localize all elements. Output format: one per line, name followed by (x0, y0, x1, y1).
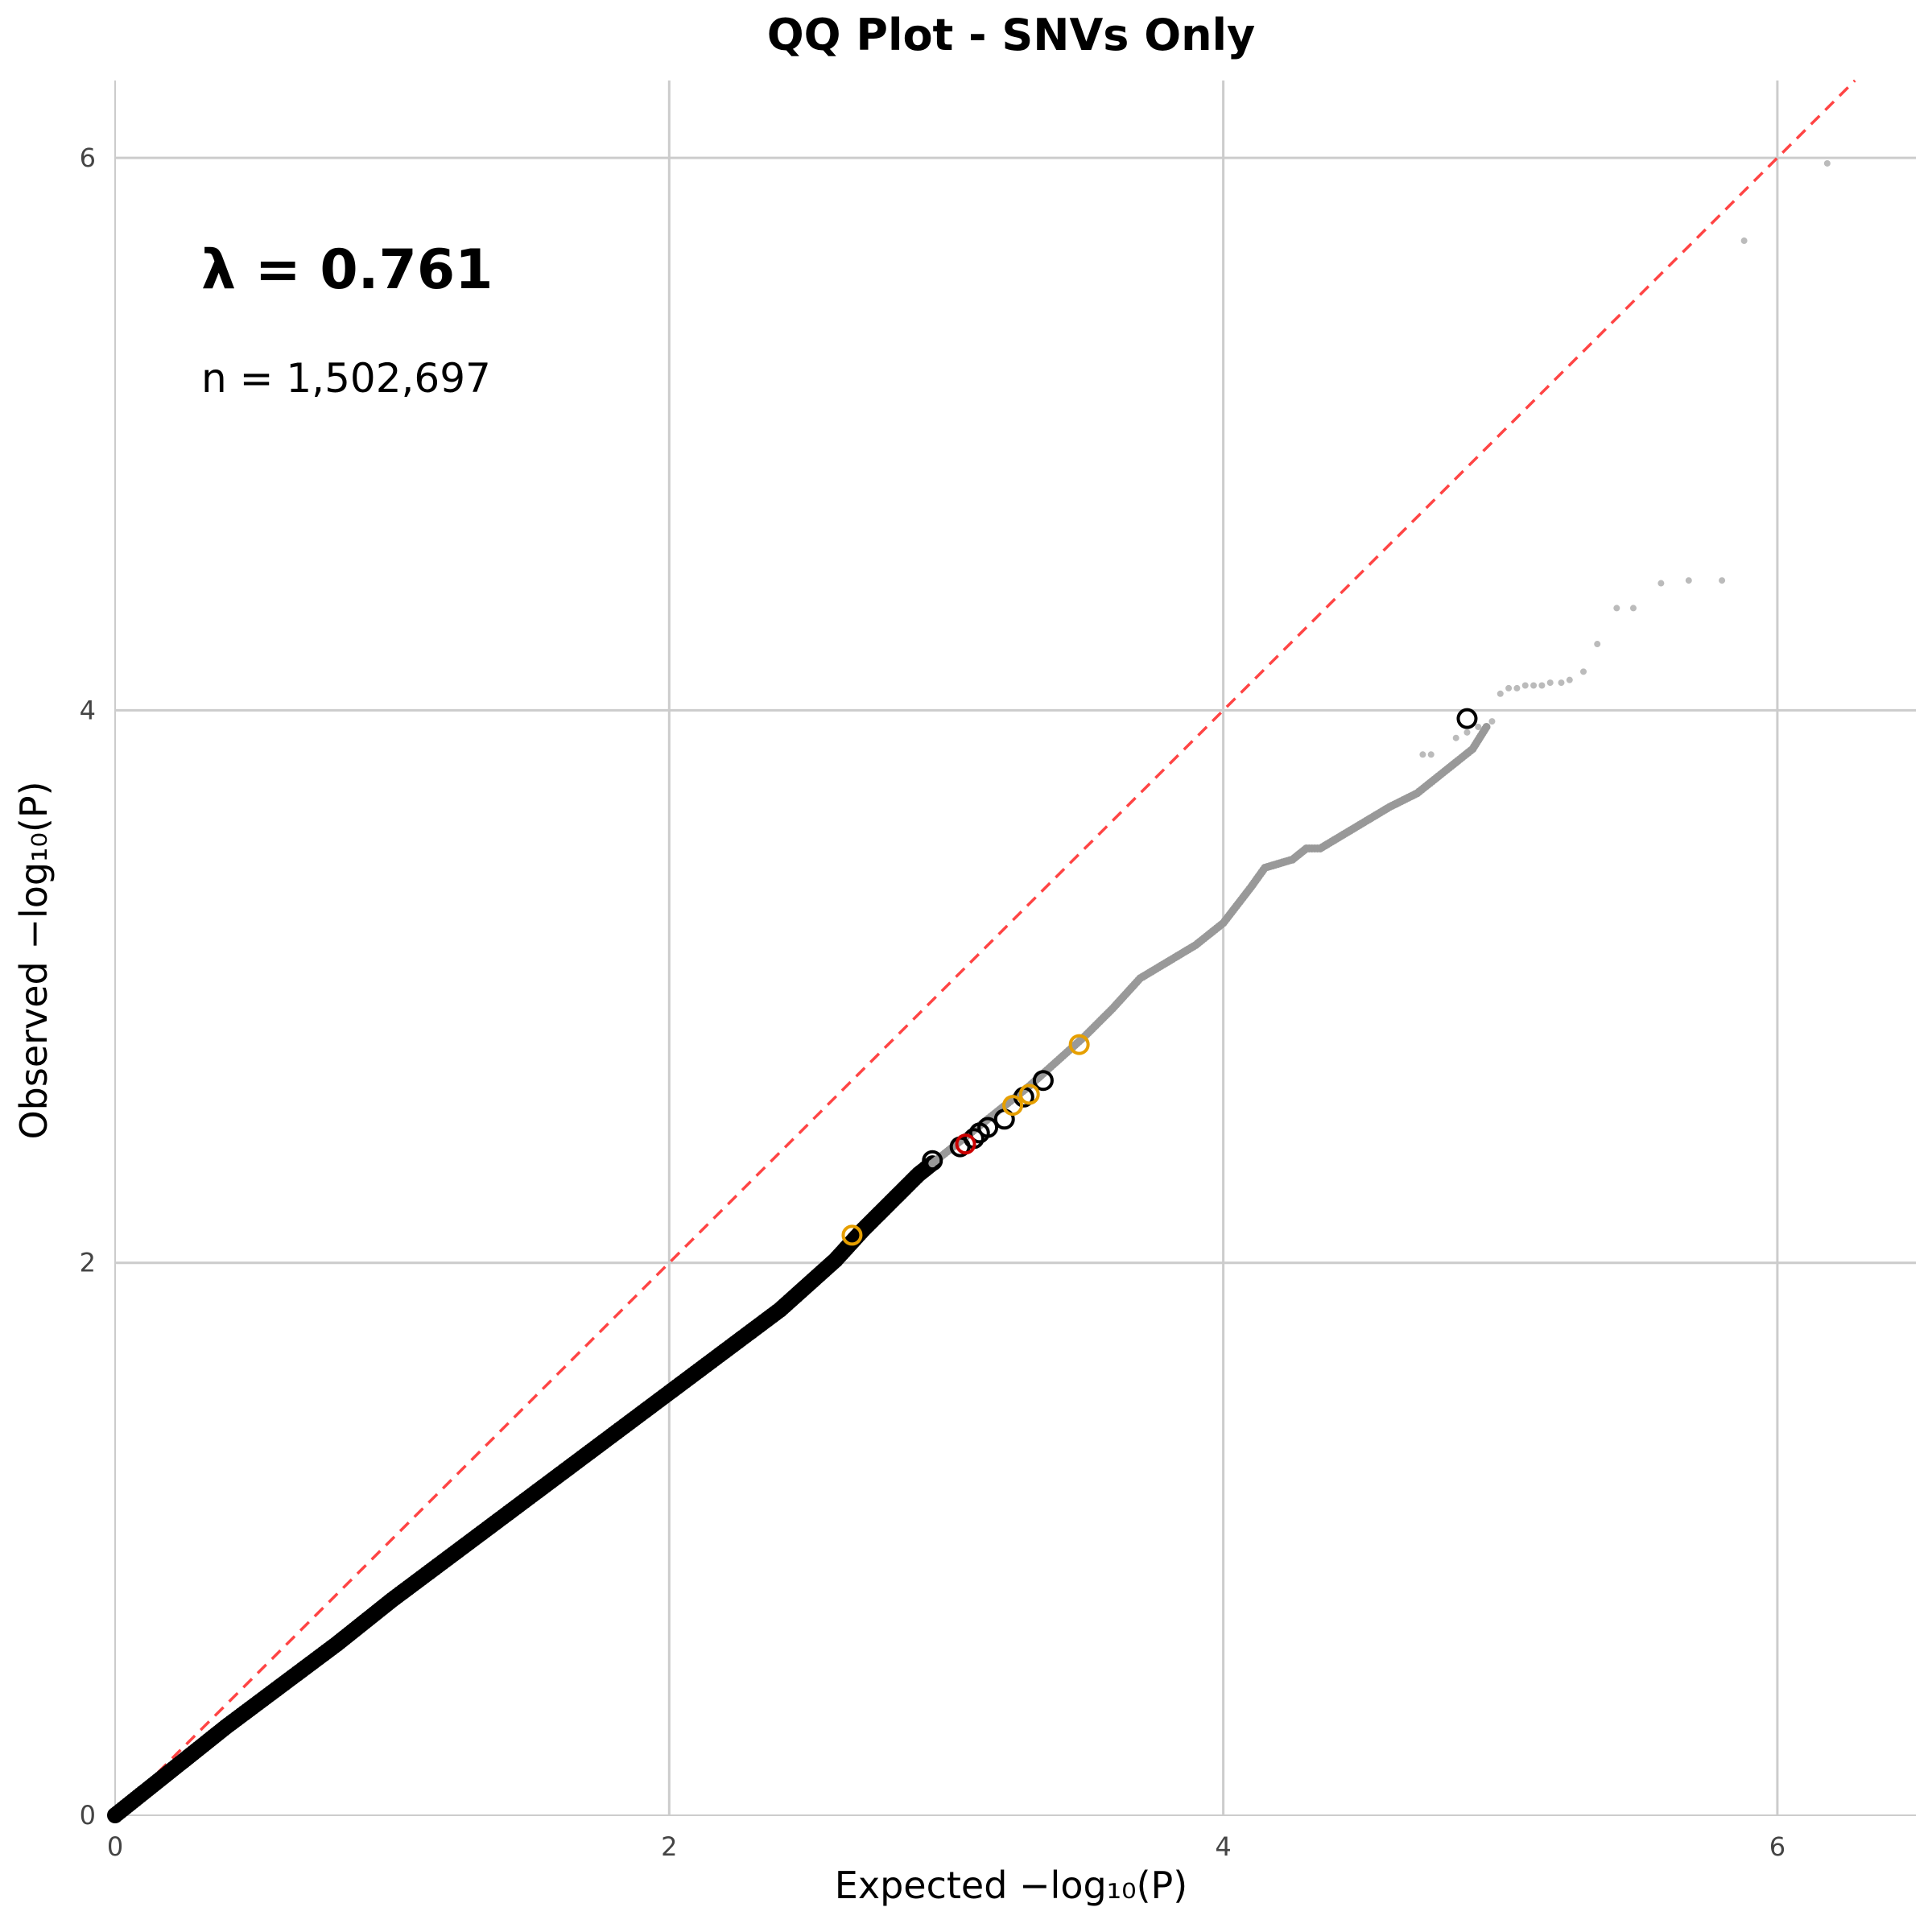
y-tick-label: 2 (80, 1248, 96, 1278)
reference-line (114, 79, 1856, 1817)
qq-point (1740, 237, 1748, 245)
y-tick-label: 4 (80, 695, 96, 725)
qq-point (1629, 605, 1637, 612)
lambda-annotation: λ = 0.761 (201, 238, 493, 302)
highlighted-point (1032, 1070, 1054, 1092)
chart-title: QQ Plot - SNVs Only (767, 10, 1256, 60)
highlighted-point (955, 1133, 976, 1155)
qq-point (1463, 729, 1471, 736)
x-tick-label: 6 (1769, 1831, 1785, 1862)
x-axis-label: Expected −log₁₀(P) (835, 1864, 1187, 1907)
qq-point (1530, 682, 1538, 689)
axis-spines (114, 80, 1916, 1816)
qq-point (1452, 734, 1459, 741)
qq-point (1594, 641, 1601, 648)
qq-point (1538, 682, 1546, 689)
qq-point (1496, 690, 1504, 697)
highlighted-point (1456, 708, 1478, 729)
qq-point (1419, 751, 1426, 758)
qq-point (1488, 718, 1496, 725)
qq-point (1513, 684, 1521, 691)
x-tick-label: 0 (107, 1831, 123, 1862)
qq-point (1613, 605, 1620, 612)
qq-point (1546, 679, 1554, 687)
qq-point (1427, 751, 1435, 758)
qq-point (1657, 580, 1665, 587)
n-annotation: n = 1,502,697 (201, 355, 491, 402)
qq-point (1823, 159, 1831, 167)
data-points (107, 159, 1831, 1823)
qq-point (1475, 723, 1482, 730)
qq-point (1505, 684, 1513, 691)
y-tick-label: 0 (80, 1800, 96, 1831)
highlighted-point (841, 1224, 863, 1246)
highlighted-point (977, 1117, 999, 1138)
y-tick-label: 6 (80, 142, 96, 173)
highlighted-point (922, 1150, 943, 1171)
qq-point (1566, 676, 1573, 683)
x-tick-label: 4 (1215, 1831, 1231, 1862)
qq-point (1482, 722, 1491, 731)
tick-labels: 0 2 4 6 0 2 4 6 (80, 142, 1785, 1862)
highlighted-point (1018, 1084, 1040, 1105)
qq-point (1580, 668, 1587, 675)
qq-point (1685, 577, 1692, 584)
x-tick-label: 2 (661, 1831, 677, 1862)
highlighted-point (1002, 1095, 1024, 1117)
qq-point (1521, 682, 1529, 689)
gridlines (115, 80, 1916, 1815)
qq-point (1719, 577, 1726, 584)
highlighted-point (1068, 1034, 1090, 1055)
y-axis-label: Observed −log₁₀(P) (12, 781, 56, 1139)
qq-point (1558, 679, 1565, 687)
